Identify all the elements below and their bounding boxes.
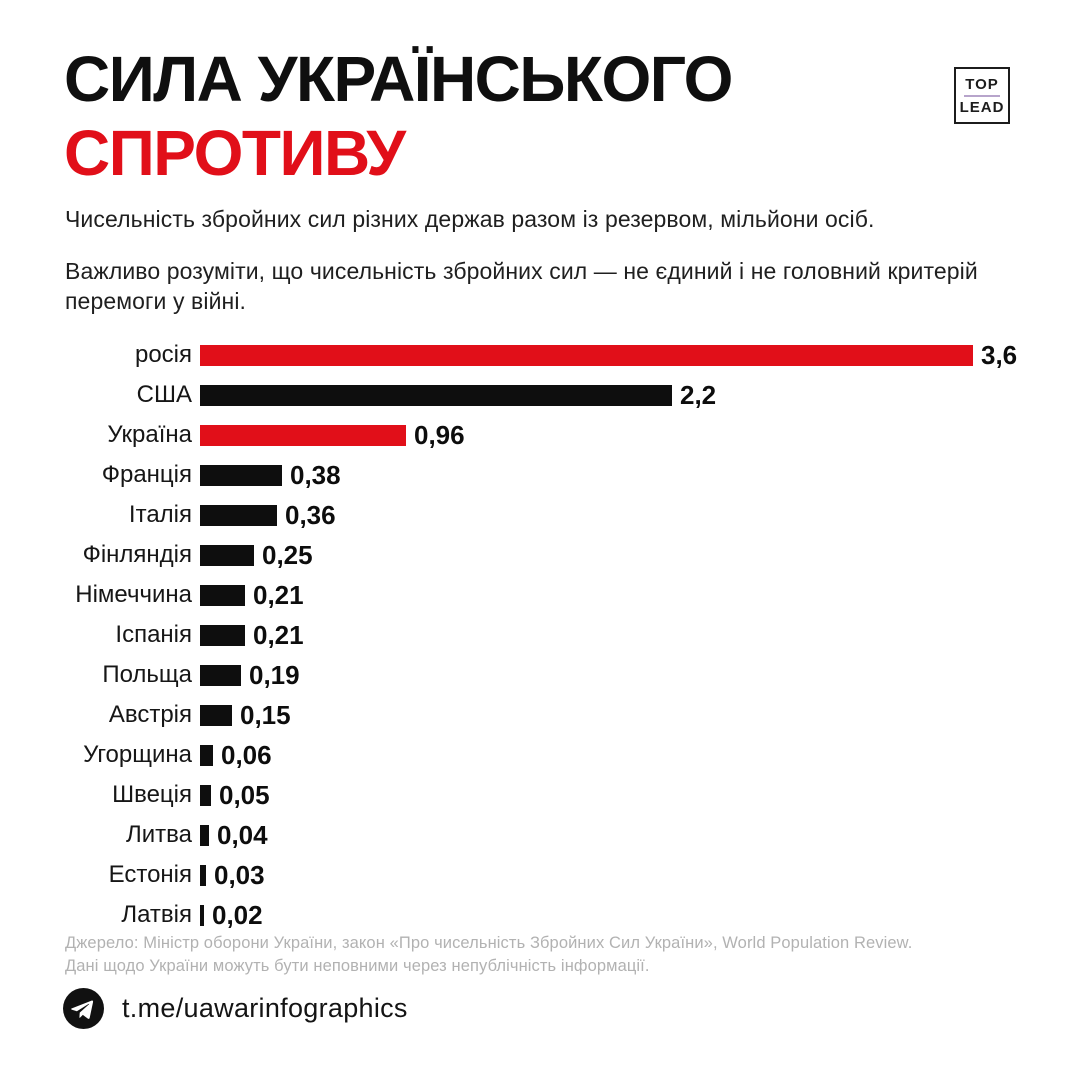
chart-row: росія 3,6 [60, 335, 1017, 375]
toplead-logo-top-text: TOP [965, 75, 999, 93]
bar [200, 824, 209, 846]
bar-label: Литва [126, 821, 192, 848]
chart-subtitle: Чисельність збройних сил різних держав р… [65, 206, 875, 232]
chart-row: Фінляндія 0,25 [60, 535, 1017, 575]
bar-value: 0,25 [262, 539, 313, 570]
bar [200, 624, 245, 646]
bar-value: 3,6 [981, 339, 1018, 370]
chart-row: Литва 0,04 [60, 815, 1017, 855]
chart-row: Іспанія 0,21 [60, 615, 1017, 655]
bar-value: 0,96 [414, 419, 465, 450]
bar [200, 544, 254, 566]
bar-value: 0,38 [290, 459, 341, 490]
source-line-1: Джерело: Міністр оборони України, закон … [65, 934, 913, 952]
bar [200, 744, 213, 766]
bar-label: США [136, 381, 192, 408]
title-line-2: СПРОТИВУ [64, 117, 406, 189]
page-title: СИЛА УКРАЇНСЬКОГО СПРОТИВУ [64, 42, 733, 190]
bar-value: 0,02 [212, 899, 263, 930]
chart-row: Естонія 0,03 [60, 855, 1017, 895]
bar [200, 504, 277, 526]
bar [200, 784, 211, 806]
bar-label: Німеччина [75, 581, 192, 608]
chart-row: Латвія 0,02 [60, 895, 1017, 935]
bar-value: 0,19 [249, 659, 300, 690]
chart-row: Швеція 0,05 [60, 775, 1017, 815]
bar-value: 0,21 [253, 619, 304, 650]
title-line-1: СИЛА УКРАЇНСЬКОГО [64, 43, 733, 115]
bar [200, 704, 232, 726]
chart-row: Австрія 0,15 [60, 695, 1017, 735]
toplead-logo-divider [964, 94, 1000, 97]
chart-row: Німеччина 0,21 [60, 575, 1017, 615]
bar-label: Швеція [112, 781, 192, 808]
chart-row: Італія 0,36 [60, 495, 1017, 535]
bar-value: 0,36 [285, 499, 336, 530]
toplead-logo: TOP LEAD [954, 67, 1010, 124]
chart-row: США 2,2 [60, 375, 1017, 415]
chart-row: Франція 0,38 [60, 455, 1017, 495]
bar-label: Австрія [108, 701, 192, 728]
bar [200, 664, 241, 686]
chart-row: Угорщина 0,06 [60, 735, 1017, 775]
bar [200, 584, 245, 606]
telegram-handle[interactable]: t.me/uawarinfographics [122, 993, 408, 1023]
bar-label: Польща [102, 661, 192, 688]
bar-value: 0,06 [221, 739, 272, 770]
chart-row: Україна 0,96 [60, 415, 1017, 455]
chart-row: Польща 0,19 [60, 655, 1017, 695]
bar-label: росія [134, 341, 192, 368]
bar-label: Угорщина [83, 741, 192, 768]
bar [200, 344, 973, 366]
bar-value: 0,15 [240, 699, 291, 730]
bar-label: Україна [107, 421, 192, 448]
bar-value: 0,03 [214, 859, 265, 890]
chart-note: Важливо розуміти, що чисельність збройни… [65, 258, 978, 314]
bar-label: Іспанія [115, 621, 192, 648]
bar-label: Латвія [121, 901, 192, 928]
source-note: Джерело: Міністр оборони України, закон … [65, 932, 912, 978]
bar-label: Естонія [108, 861, 192, 888]
bar [200, 464, 282, 486]
bar-value: 0,05 [219, 779, 270, 810]
bar-value: 0,21 [253, 579, 304, 610]
bar-chart: росія 3,6 США 2,2 Україна 0,96 Франція 0,38 Італ… [60, 335, 1017, 935]
bar-value: 2,2 [680, 379, 717, 410]
telegram-icon [63, 988, 104, 1029]
source-line-2: Дані щодо України можуть бути неповними … [65, 957, 650, 975]
bar [200, 384, 672, 406]
telegram-link[interactable]: t.me/uawarinfographics [63, 988, 408, 1029]
bar-label: Фінляндія [82, 541, 192, 568]
bar-value: 0,04 [217, 819, 268, 850]
bar-label: Франція [101, 461, 192, 488]
bar [200, 424, 406, 446]
bar [200, 864, 206, 886]
toplead-logo-lead-text: LEAD [959, 98, 1005, 116]
bar-label: Італія [128, 501, 192, 528]
bar [200, 904, 204, 926]
